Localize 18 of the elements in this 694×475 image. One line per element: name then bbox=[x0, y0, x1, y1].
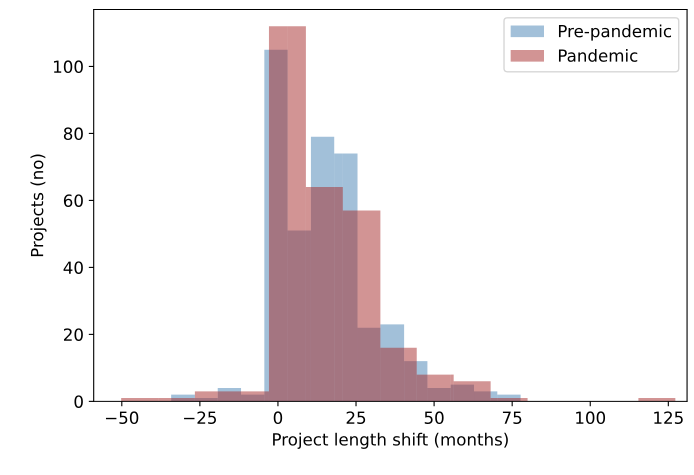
y-tick-label: 100 bbox=[54, 60, 83, 74]
legend-label: Pre-pandemic bbox=[558, 24, 672, 41]
x-tick-label: 100 bbox=[576, 411, 606, 424]
y-tick-label: 0 bbox=[74, 395, 83, 408]
y-tick-label: 80 bbox=[64, 127, 83, 140]
x-tick-label: 75 bbox=[502, 412, 522, 424]
x-tick-label: 125 bbox=[654, 411, 683, 424]
x-tick-label: 50 bbox=[424, 411, 444, 424]
y-tick-label: 60 bbox=[64, 194, 83, 207]
x-axis-title: Project length shift (months) bbox=[273, 432, 508, 449]
x-tick-label: 0 bbox=[274, 411, 282, 424]
y-tick-label: 20 bbox=[64, 328, 83, 341]
x-tick-label: −25 bbox=[184, 411, 216, 424]
y-tick-label: 40 bbox=[64, 261, 83, 274]
x-tick-label: 25 bbox=[346, 411, 366, 424]
y-axis-title: Projects (no) bbox=[30, 154, 47, 256]
x-tick-label: −50 bbox=[106, 411, 138, 424]
legend-label: Pandemic bbox=[558, 48, 638, 62]
